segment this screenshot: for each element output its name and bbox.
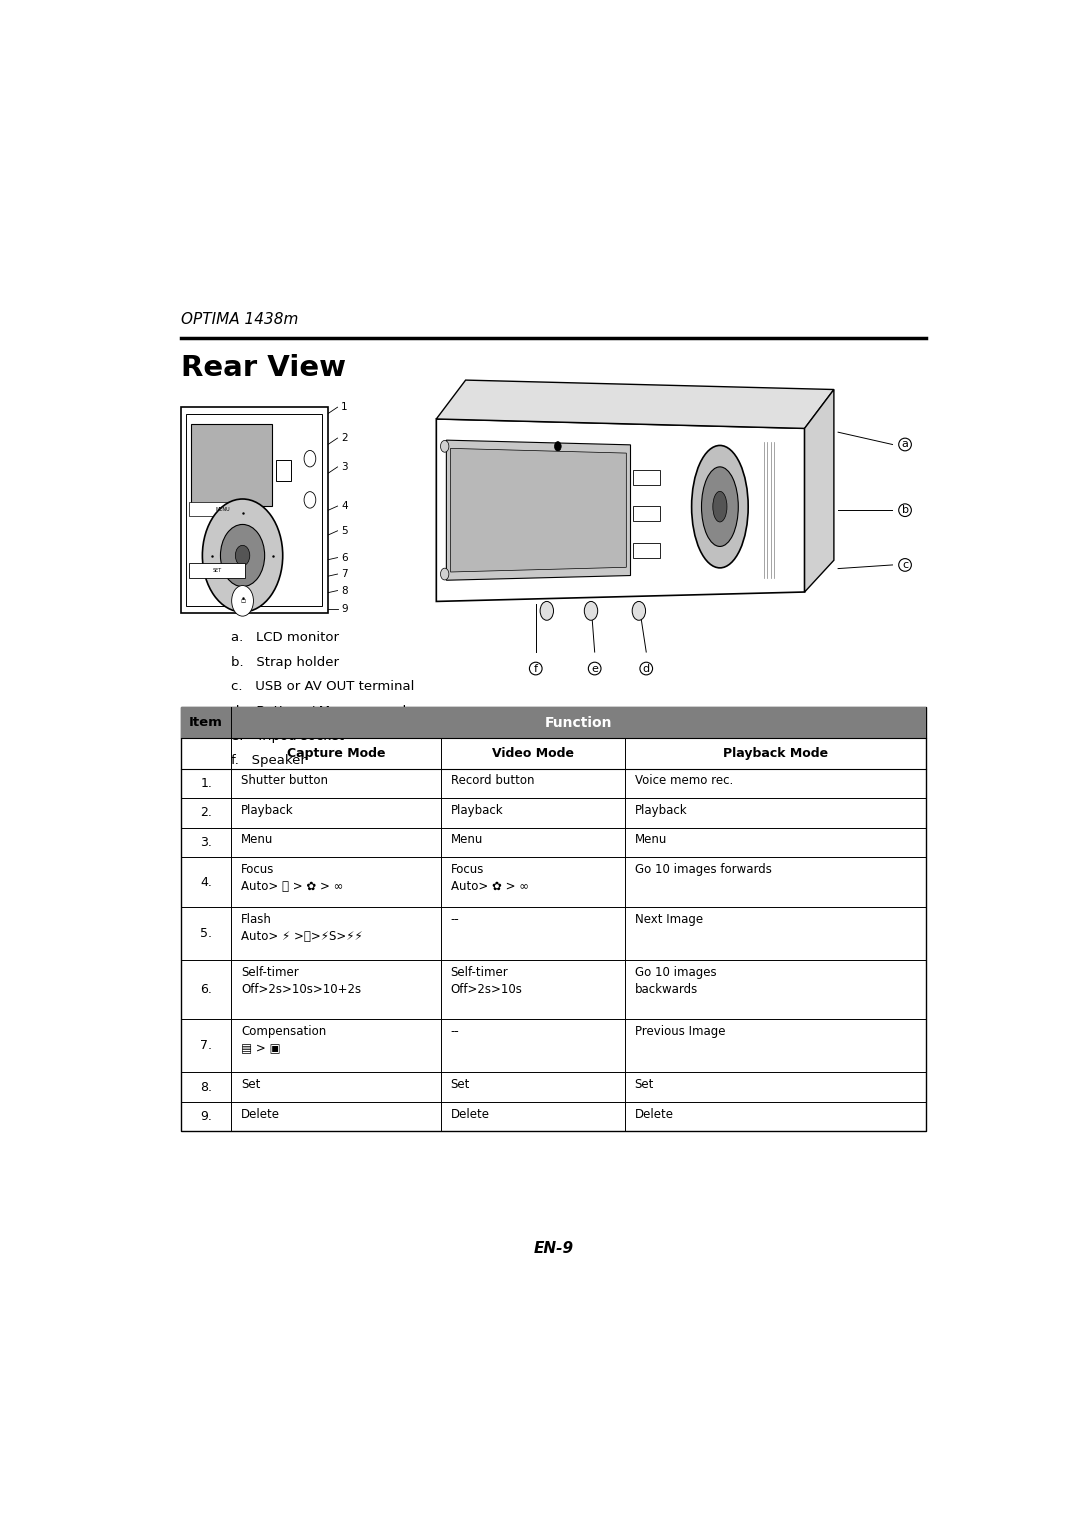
Text: 2.: 2. bbox=[200, 806, 212, 820]
Text: Self-timer
Off>2s>10s>10+2s: Self-timer Off>2s>10s>10+2s bbox=[241, 966, 362, 995]
Text: Playback: Playback bbox=[450, 804, 503, 816]
Text: 2: 2 bbox=[341, 433, 348, 443]
Text: --: -- bbox=[450, 913, 459, 927]
Text: ◽: ◽ bbox=[240, 598, 245, 604]
Bar bbox=[191, 424, 272, 506]
Bar bbox=[189, 563, 245, 578]
Polygon shape bbox=[805, 390, 834, 592]
Text: Next Image: Next Image bbox=[635, 913, 703, 927]
Polygon shape bbox=[436, 419, 805, 601]
Text: 1.: 1. bbox=[200, 777, 212, 790]
Circle shape bbox=[540, 601, 554, 621]
Text: 6: 6 bbox=[341, 552, 348, 563]
Text: --: -- bbox=[450, 1024, 459, 1038]
Text: Menu: Menu bbox=[241, 833, 273, 847]
Text: Go 10 images forwards: Go 10 images forwards bbox=[635, 862, 771, 876]
Bar bbox=[633, 506, 660, 521]
Text: 8: 8 bbox=[341, 586, 348, 595]
Text: 7: 7 bbox=[341, 569, 348, 579]
Text: Focus
Auto> ✿ > ∞: Focus Auto> ✿ > ∞ bbox=[450, 862, 528, 893]
Text: Delete: Delete bbox=[241, 1107, 281, 1121]
Text: f: f bbox=[534, 664, 538, 674]
Circle shape bbox=[441, 440, 449, 453]
Text: Set: Set bbox=[241, 1078, 260, 1092]
Text: e: e bbox=[591, 664, 598, 674]
Text: 3.: 3. bbox=[200, 836, 212, 849]
Text: Menu: Menu bbox=[635, 833, 667, 847]
Text: Video Mode: Video Mode bbox=[491, 746, 573, 760]
Text: c: c bbox=[902, 560, 908, 570]
Text: Record button: Record button bbox=[450, 775, 534, 787]
Text: a.   LCD monitor: a. LCD monitor bbox=[231, 631, 339, 644]
Bar bbox=[275, 460, 291, 482]
Text: 5: 5 bbox=[341, 526, 348, 535]
Text: Function: Function bbox=[545, 716, 612, 729]
Text: Flash
Auto> ⚡ >Ⓚ>⚡S>⚡⚡: Flash Auto> ⚡ >Ⓚ>⚡S>⚡⚡ bbox=[241, 913, 363, 943]
Text: Self-timer
Off>2s>10s: Self-timer Off>2s>10s bbox=[450, 966, 523, 995]
Ellipse shape bbox=[702, 466, 739, 546]
Circle shape bbox=[220, 524, 265, 587]
Text: b: b bbox=[902, 505, 908, 515]
Circle shape bbox=[305, 492, 315, 508]
Text: Menu: Menu bbox=[450, 833, 483, 847]
Circle shape bbox=[202, 498, 283, 612]
Ellipse shape bbox=[713, 491, 727, 521]
Text: 7.: 7. bbox=[200, 1040, 212, 1052]
Text: e.   Tripod socket: e. Tripod socket bbox=[231, 729, 345, 743]
Text: Compensation
▤ > ▣: Compensation ▤ > ▣ bbox=[241, 1024, 326, 1055]
Text: EN-9: EN-9 bbox=[534, 1242, 573, 1257]
Text: Voice memo rec.: Voice memo rec. bbox=[635, 775, 733, 787]
Text: 9.: 9. bbox=[200, 1110, 212, 1122]
Text: MENU: MENU bbox=[215, 506, 230, 512]
Polygon shape bbox=[446, 440, 631, 579]
Text: 9: 9 bbox=[341, 604, 348, 615]
Text: 3: 3 bbox=[341, 462, 348, 472]
Text: Go 10 images
backwards: Go 10 images backwards bbox=[635, 966, 716, 995]
Text: 4.: 4. bbox=[200, 876, 212, 888]
Circle shape bbox=[305, 451, 315, 466]
Text: 4: 4 bbox=[341, 502, 348, 511]
Bar bbox=[189, 502, 255, 517]
Text: Playback: Playback bbox=[635, 804, 687, 816]
Text: d.   Battery / Memory card cover: d. Battery / Memory card cover bbox=[231, 705, 448, 719]
Bar bbox=[186, 414, 323, 605]
Polygon shape bbox=[436, 381, 834, 428]
Text: Playback Mode: Playback Mode bbox=[723, 746, 828, 760]
Text: Shutter button: Shutter button bbox=[241, 775, 328, 787]
Polygon shape bbox=[450, 448, 626, 572]
Text: Set: Set bbox=[635, 1078, 654, 1092]
Text: SET: SET bbox=[213, 569, 221, 573]
Ellipse shape bbox=[691, 445, 748, 567]
Text: 6.: 6. bbox=[200, 983, 212, 997]
Text: Delete: Delete bbox=[635, 1107, 674, 1121]
Text: 8.: 8. bbox=[200, 1081, 212, 1093]
Text: Delete: Delete bbox=[450, 1107, 489, 1121]
Text: Capture Mode: Capture Mode bbox=[286, 746, 386, 760]
Text: Set: Set bbox=[450, 1078, 470, 1092]
Bar bbox=[181, 708, 926, 739]
Text: 1: 1 bbox=[341, 402, 348, 413]
Circle shape bbox=[441, 569, 449, 579]
Circle shape bbox=[632, 601, 646, 621]
Text: Previous Image: Previous Image bbox=[635, 1024, 725, 1038]
Circle shape bbox=[554, 442, 562, 451]
Bar bbox=[181, 708, 926, 1131]
Text: 5.: 5. bbox=[200, 927, 212, 940]
Text: Focus
Auto> Ⓚ > ✿ > ∞: Focus Auto> Ⓚ > ✿ > ∞ bbox=[241, 862, 343, 893]
Text: Rear View: Rear View bbox=[181, 355, 346, 382]
Text: b.   Strap holder: b. Strap holder bbox=[231, 656, 339, 668]
Text: Item: Item bbox=[189, 716, 224, 729]
Bar bbox=[633, 543, 660, 558]
Circle shape bbox=[232, 586, 254, 616]
Circle shape bbox=[584, 601, 597, 621]
Text: d: d bbox=[643, 664, 650, 674]
Bar bbox=[181, 407, 327, 613]
Text: Playback: Playback bbox=[241, 804, 294, 816]
Circle shape bbox=[235, 546, 249, 566]
Text: OPTIMA 1438m: OPTIMA 1438m bbox=[181, 312, 298, 327]
Text: f.   Speaker: f. Speaker bbox=[231, 754, 306, 768]
Text: a: a bbox=[902, 439, 908, 450]
Text: c.   USB or AV OUT terminal: c. USB or AV OUT terminal bbox=[231, 680, 415, 693]
Bar bbox=[633, 469, 660, 485]
